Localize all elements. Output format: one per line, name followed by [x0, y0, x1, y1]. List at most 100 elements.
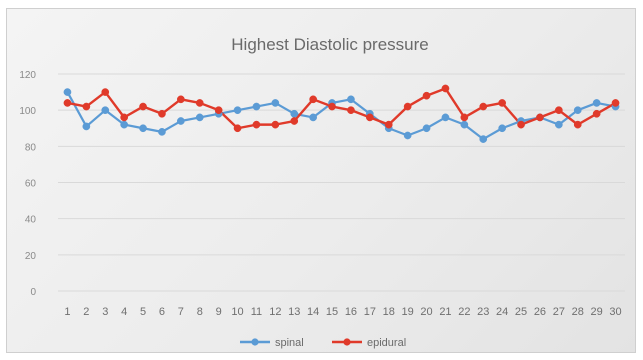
data-point-spinal: [498, 124, 506, 133]
x-tick-label: 17: [364, 306, 376, 318]
data-point-epidural: [271, 120, 280, 129]
x-tick-label: 5: [140, 306, 146, 318]
data-point-spinal: [592, 99, 601, 107]
y-tick-label: 0: [30, 287, 36, 298]
x-tick-label: 15: [326, 306, 338, 318]
data-point-epidural: [592, 109, 601, 118]
x-tick-label: 19: [402, 306, 414, 318]
data-point-epidural: [441, 84, 450, 93]
data-point-spinal: [309, 113, 317, 122]
data-point-epidural: [422, 91, 431, 100]
x-tick-label: 27: [553, 306, 565, 318]
data-point-epidural: [195, 99, 204, 107]
x-tick-label: 28: [572, 306, 584, 318]
data-point-epidural: [460, 113, 469, 122]
data-point-epidural: [82, 102, 91, 111]
x-tick-label: 11: [251, 306, 262, 318]
data-point-spinal: [479, 135, 488, 143]
x-tick-label: 2: [83, 306, 89, 318]
legend-label-epidural: epidural: [367, 337, 406, 349]
gridlines: [58, 73, 625, 292]
x-tick-label: 21: [439, 306, 451, 318]
data-point-epidural: [101, 88, 110, 96]
data-point-epidural: [573, 120, 582, 129]
chart-title: Highest Diastolic pressure: [231, 35, 428, 54]
x-axis: 1 2 3 4 5 6 7 8 9 10 11 12 13 14 15 16 17 18 19 20 21 22 23 24 2…: [64, 306, 621, 318]
data-point-spinal: [573, 106, 582, 115]
data-point-epidural: [309, 95, 317, 104]
data-point-spinal: [403, 131, 412, 140]
x-tick-label: 30: [609, 306, 621, 318]
x-tick-label: 8: [197, 306, 203, 318]
data-point-spinal: [347, 95, 355, 104]
x-tick-label: 9: [216, 306, 222, 318]
x-tick-label: 4: [121, 306, 127, 318]
x-tick-label: 25: [515, 306, 527, 318]
data-point-spinal: [177, 117, 185, 125]
y-tick-label: 40: [25, 215, 37, 226]
data-point-epidural: [120, 113, 129, 122]
data-point-epidural: [177, 95, 185, 104]
x-tick-label: 12: [269, 306, 281, 318]
y-tick-label: 20: [25, 251, 37, 262]
series-line-spinal: [66, 91, 616, 141]
data-point-spinal: [233, 106, 242, 115]
legend-marker-epidural: [343, 338, 351, 346]
data-point-spinal: [290, 109, 299, 118]
y-axis: 0 20 40 60 80 100 120: [19, 70, 36, 298]
y-tick-label: 80: [25, 142, 37, 153]
data-point-spinal: [252, 102, 261, 111]
x-tick-label: 29: [591, 306, 603, 318]
data-point-epidural: [384, 120, 393, 129]
data-point-epidural: [63, 99, 72, 107]
x-tick-label: 16: [345, 306, 357, 318]
data-point-epidural: [158, 109, 166, 118]
x-tick-label: 13: [288, 306, 300, 318]
series-lines: [66, 87, 617, 141]
data-point-epidural: [479, 102, 488, 111]
data-point-spinal: [158, 128, 166, 136]
data-point-epidural: [517, 120, 525, 129]
x-tick-label: 26: [534, 306, 546, 318]
x-tick-label: 3: [102, 306, 108, 318]
data-point-spinal: [101, 106, 110, 115]
y-tick-label: 100: [19, 106, 36, 117]
data-point-spinal: [460, 120, 469, 129]
x-tick-label: 24: [496, 306, 508, 318]
data-point-epidural: [498, 99, 506, 107]
x-tick-label: 18: [383, 306, 395, 318]
data-point-spinal: [195, 113, 204, 122]
data-point-epidural: [555, 106, 563, 115]
y-tick-label: 60: [25, 179, 37, 190]
data-point-spinal: [139, 124, 147, 133]
data-point-spinal: [422, 124, 431, 133]
data-point-spinal: [120, 120, 129, 129]
data-point-epidural: [611, 99, 620, 107]
data-point-epidural: [403, 102, 412, 111]
data-point-epidural: [139, 102, 147, 111]
data-point-spinal: [441, 113, 450, 122]
x-tick-label: 22: [458, 306, 470, 318]
data-point-epidural: [252, 120, 261, 129]
x-tick-label: 14: [307, 306, 319, 318]
x-tick-label: 10: [231, 306, 243, 318]
data-point-spinal: [555, 120, 563, 129]
data-point-epidural: [366, 113, 374, 122]
data-point-epidural: [347, 106, 355, 115]
data-point-epidural: [290, 117, 299, 125]
legend-marker-spinal: [251, 338, 259, 346]
data-point-epidural: [214, 106, 223, 115]
y-tick-label: 120: [19, 70, 36, 81]
chart-frame: [6, 8, 636, 353]
data-point-spinal: [63, 88, 72, 96]
x-tick-label: 6: [159, 306, 165, 318]
data-point-epidural: [233, 124, 242, 133]
data-point-epidural: [536, 113, 544, 122]
x-tick-label: 7: [178, 306, 184, 318]
data-point-epidural: [328, 102, 336, 111]
x-tick-label: 23: [477, 306, 489, 318]
series-points: [63, 84, 620, 143]
legend-label-spinal: spinal: [275, 337, 304, 349]
legend: spinal epidural: [240, 337, 406, 349]
